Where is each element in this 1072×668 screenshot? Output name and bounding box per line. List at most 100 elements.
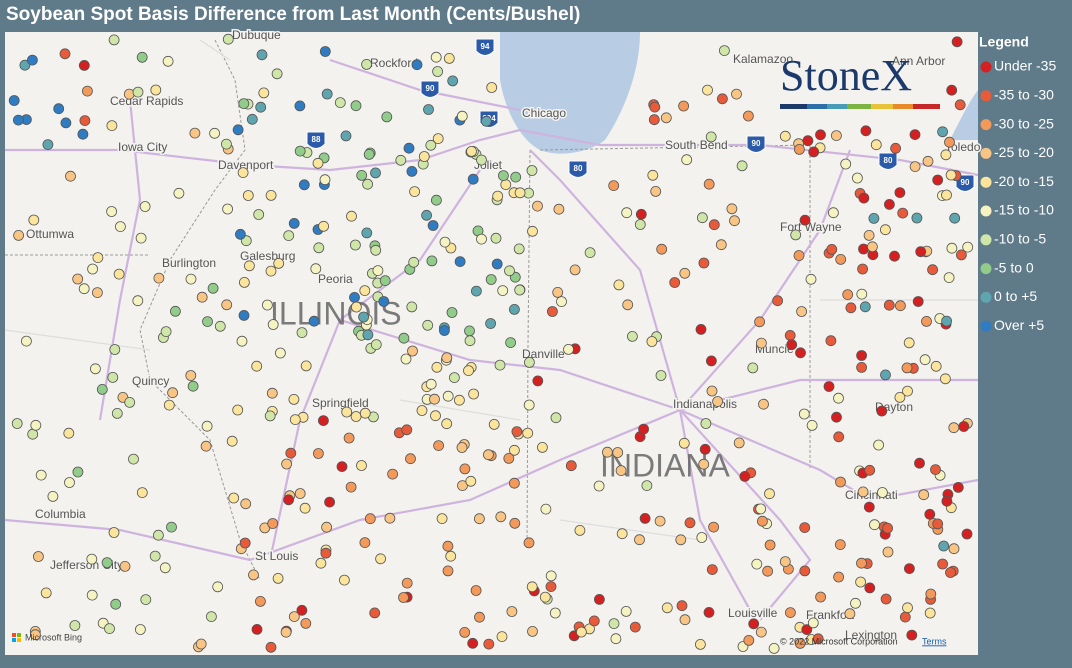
- location-dot: [430, 410, 441, 422]
- location-dot: [802, 135, 814, 147]
- location-dot: [615, 465, 627, 477]
- city-label: South Bend: [665, 138, 728, 152]
- location-dot: [795, 347, 806, 359]
- location-dot: [870, 139, 882, 151]
- location-dot: [446, 307, 458, 318]
- location-dot: [869, 519, 880, 531]
- copyright: © 2022 Microsoft Corporation: [780, 636, 898, 646]
- location-dot: [880, 224, 891, 236]
- location-dot: [526, 165, 538, 176]
- location-dot: [264, 410, 276, 422]
- location-dot: [492, 190, 504, 202]
- location-dot: [857, 486, 869, 498]
- location-dot: [132, 86, 144, 98]
- location-dot: [924, 607, 936, 619]
- location-dot: [421, 209, 433, 221]
- location-dot: [491, 258, 503, 270]
- location-dot: [82, 85, 93, 97]
- legend-title: Legend: [979, 34, 1029, 50]
- location-dot: [42, 139, 54, 151]
- highway-number: 90: [961, 178, 970, 187]
- location-dot: [315, 557, 327, 569]
- location-dot: [945, 567, 956, 578]
- location-dot: [793, 250, 805, 261]
- location-dot: [882, 546, 894, 558]
- location-dot: [856, 350, 867, 361]
- location-dot: [863, 229, 875, 241]
- location-dot: [432, 133, 444, 145]
- location-dot: [864, 582, 876, 594]
- location-dot: [312, 448, 324, 459]
- road: [5, 128, 521, 172]
- location-dot: [656, 243, 668, 255]
- location-dot: [349, 291, 360, 303]
- location-dot: [234, 228, 246, 240]
- highway-number: 90: [426, 84, 435, 93]
- location-dot: [867, 241, 878, 253]
- location-dot: [962, 241, 974, 253]
- location-dot: [294, 145, 306, 157]
- city-label: Frankfort: [806, 608, 855, 622]
- shield: [746, 135, 766, 153]
- location-dot: [880, 593, 892, 605]
- location-dot: [941, 315, 952, 327]
- location-dot: [369, 607, 381, 619]
- location-dot: [509, 303, 520, 315]
- location-dot: [336, 461, 348, 473]
- highway-number: 80: [884, 156, 893, 165]
- location-dot: [762, 565, 773, 577]
- lake-michigan: [500, 32, 640, 154]
- location-dot: [655, 370, 667, 381]
- legend-label: -10 to -5: [994, 231, 1046, 247]
- location-dot: [537, 441, 548, 453]
- location-dot: [902, 385, 913, 397]
- location-dot: [757, 515, 768, 527]
- location-dot: [438, 325, 450, 336]
- location-dot: [876, 405, 888, 417]
- location-dot: [790, 229, 802, 241]
- location-dot: [312, 157, 324, 169]
- location-dot: [310, 263, 322, 275]
- location-dot: [915, 246, 927, 258]
- city-label: Peoria: [318, 272, 353, 286]
- location-dot: [86, 589, 98, 601]
- location-dot: [423, 104, 434, 115]
- location-dot: [19, 59, 31, 71]
- location-dot: [608, 180, 620, 192]
- location-dot: [407, 345, 418, 357]
- location-dot: [877, 487, 888, 498]
- location-dot: [550, 412, 562, 424]
- location-dot: [696, 532, 708, 543]
- location-dot: [833, 571, 844, 583]
- location-dot: [899, 611, 911, 623]
- location-dot: [736, 160, 748, 172]
- legend-swatch: [980, 234, 992, 246]
- city-label: Louisville: [728, 606, 778, 620]
- location-dot: [856, 361, 867, 373]
- location-dot: [856, 557, 867, 569]
- location-dot: [201, 420, 213, 432]
- location-dot: [87, 263, 98, 275]
- location-dot: [695, 639, 706, 650]
- location-dot: [755, 626, 767, 638]
- location-dot: [474, 611, 485, 623]
- location-dot: [859, 301, 871, 313]
- location-dot: [823, 381, 835, 392]
- location-dot: [937, 126, 948, 138]
- location-dot: [430, 51, 442, 63]
- location-dot: [238, 276, 250, 288]
- terms-link[interactable]: Terms: [922, 636, 947, 646]
- location-dot: [370, 339, 382, 351]
- location-dot: [943, 272, 955, 284]
- location-dot: [349, 239, 361, 251]
- location-dot: [868, 212, 880, 224]
- location-dot: [743, 635, 755, 646]
- location-dot: [880, 369, 891, 381]
- location-dot: [509, 477, 520, 489]
- location-dot: [359, 285, 371, 297]
- location-dot: [226, 435, 238, 447]
- location-dot: [799, 565, 811, 577]
- location-dot: [370, 167, 381, 179]
- location-dot: [372, 265, 384, 277]
- city-label: Springfield: [312, 396, 369, 410]
